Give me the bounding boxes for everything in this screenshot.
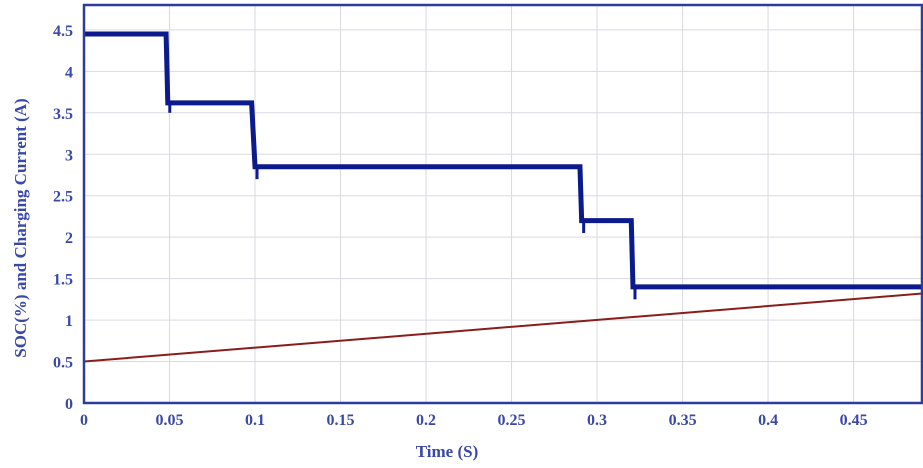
x-tick-labels: 0 0.05 0.1 0.15 0.2 0.25 0.3 0.35 0.4 0.45 — [80, 412, 868, 429]
y-tick-label: 0.5 — [53, 355, 73, 372]
x-tick-label: 0.45 — [840, 412, 868, 429]
x-tick-label: 0.3 — [587, 412, 607, 429]
plot-area — [84, 5, 922, 403]
x-tick-label: 0 — [80, 412, 88, 429]
y-tick-label: 2.5 — [53, 189, 73, 206]
y-tick-label: 3.5 — [53, 106, 73, 123]
y-tick-label: 1.5 — [53, 272, 73, 289]
y-tick-label: 4.5 — [53, 23, 73, 40]
plot-border — [82, 3, 923, 405]
series-soc-line — [83, 292, 923, 363]
grid — [84, 5, 922, 403]
y-tick-label: 0 — [65, 396, 73, 413]
x-tick-label: 0.05 — [156, 412, 184, 429]
y-tick-label: 1 — [65, 313, 73, 330]
series-layer — [83, 31, 923, 363]
y-tick-labels: 0 0.5 1 1.5 2 2.5 3 3.5 4 4.5 — [53, 23, 73, 413]
x-axis-title: Time (S) — [416, 442, 479, 461]
y-tick-label: 3 — [65, 147, 73, 164]
series-charging-current-line — [84, 31, 922, 290]
x-tick-label: 0.15 — [327, 412, 355, 429]
x-tick-label: 0.2 — [416, 412, 436, 429]
x-tick-label: 0.25 — [498, 412, 526, 429]
x-tick-label: 0.35 — [669, 412, 697, 429]
y-tick-label: 2 — [65, 230, 73, 247]
y-tick-label: 4 — [65, 64, 73, 81]
x-tick-label: 0.4 — [758, 412, 778, 429]
y-axis-title: SOC(%) and Charging Current (A) — [11, 98, 30, 357]
x-tick-label: 0.1 — [245, 412, 265, 429]
